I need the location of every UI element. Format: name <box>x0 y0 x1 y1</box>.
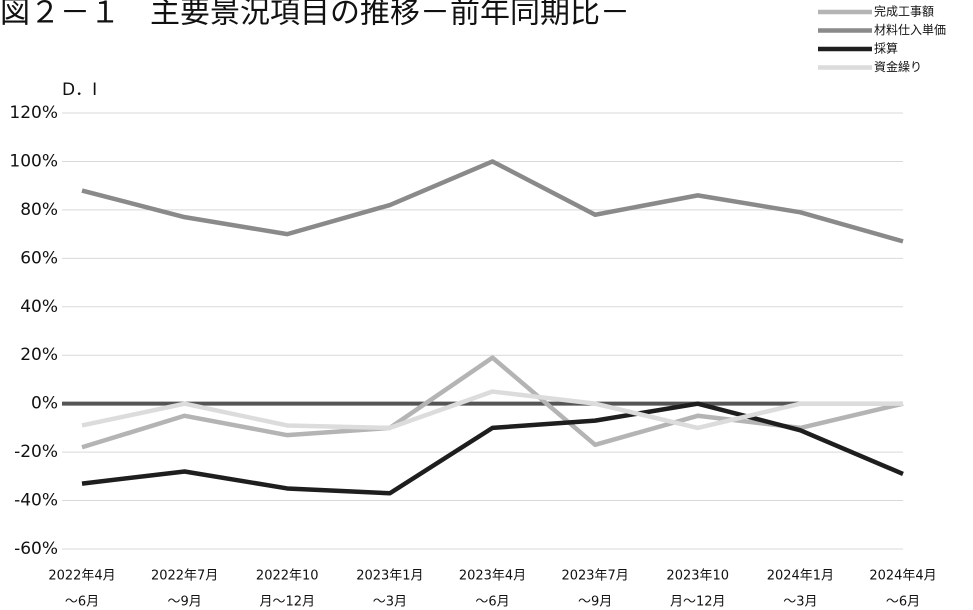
x-tick-label: 月～12月 <box>670 595 726 610</box>
y-tick-label: 60% <box>20 248 58 268</box>
x-tick-label: ～6月 <box>65 595 99 610</box>
legend-label: 完成工事額 <box>874 4 934 19</box>
y-tick-label: 80% <box>20 200 58 220</box>
x-tick-label: 2024年1月 <box>767 569 834 584</box>
legend-label: 採算 <box>874 41 898 56</box>
chart-title: 図２－１ 主要景況項目の推移－前年同期比－ <box>0 0 630 31</box>
y-tick-label: 120% <box>9 103 58 123</box>
x-tick-label: 2022年4月 <box>48 569 115 584</box>
series-line <box>81 159 904 244</box>
x-tick-label: 月～12月 <box>259 595 315 610</box>
x-tick-label: 2022年10 <box>256 569 319 584</box>
y-axis-label: D．I <box>62 80 97 100</box>
series-line <box>81 401 904 496</box>
x-tick-label: 2023年10 <box>666 569 729 584</box>
series-line <box>81 355 904 450</box>
x-tick-label: ～6月 <box>475 595 509 610</box>
x-tick-label: ～6月 <box>886 595 920 610</box>
x-tick-label: 2022年7月 <box>151 569 218 584</box>
y-tick-label: -60% <box>14 539 58 559</box>
y-tick-label: 100% <box>9 151 58 171</box>
x-tick-label: ～3月 <box>783 595 817 610</box>
x-tick-label: 2023年1月 <box>356 569 423 584</box>
x-tick-label: 2023年7月 <box>561 569 628 584</box>
x-tick-label: ～3月 <box>373 595 407 610</box>
y-tick-label: 40% <box>20 297 58 317</box>
x-tick-label: ～9月 <box>578 595 612 610</box>
x-tick-label: ～9月 <box>167 595 201 610</box>
x-tick-label: 2024年4月 <box>869 569 936 584</box>
legend-label: 材料仕入単価 <box>874 23 946 37</box>
series-line <box>81 389 903 431</box>
y-tick-label: -20% <box>14 442 58 462</box>
y-tick-label: 20% <box>20 345 58 365</box>
x-tick-label: 2023年4月 <box>459 569 526 584</box>
y-tick-label: 0% <box>31 394 58 414</box>
legend-label: 資金繰り <box>874 59 922 74</box>
y-tick-label: -40% <box>14 491 58 511</box>
